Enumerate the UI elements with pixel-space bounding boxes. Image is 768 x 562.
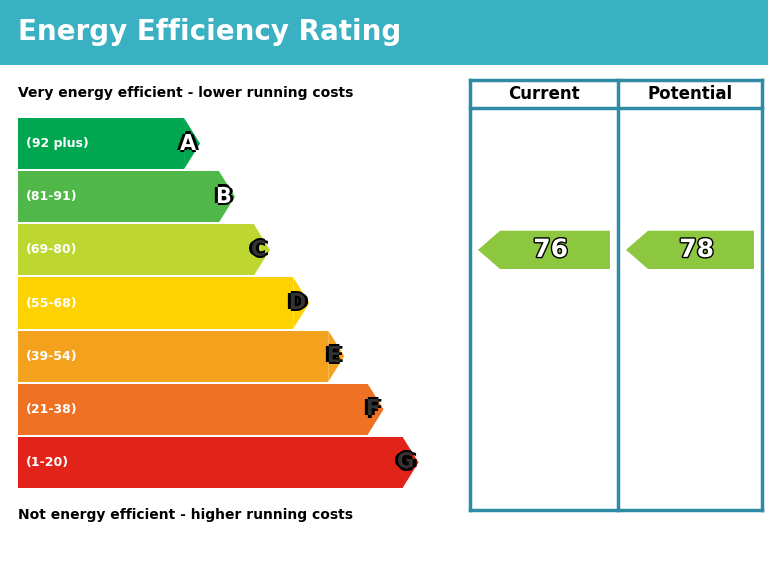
Bar [18, 224, 254, 275]
Text: B: B [215, 187, 231, 207]
Polygon shape [184, 118, 200, 169]
Polygon shape [254, 224, 270, 275]
Text: A: A [180, 132, 196, 151]
Text: F: F [362, 399, 376, 419]
Text: 78: 78 [679, 238, 714, 262]
Text: B: B [215, 184, 231, 205]
Text: (21-38): (21-38) [26, 403, 78, 416]
Text: Not energy efficient - higher running costs: Not energy efficient - higher running co… [18, 508, 353, 522]
Text: E: E [323, 346, 337, 366]
Text: C: C [253, 240, 269, 260]
Bar [18, 118, 184, 169]
Text: B: B [212, 187, 228, 207]
Text: (81-91): (81-91) [26, 190, 78, 203]
Text: G: G [394, 452, 412, 473]
Bar [18, 437, 402, 488]
Text: Potential: Potential [647, 85, 733, 103]
Text: C: C [250, 242, 266, 262]
Text: E: E [326, 344, 340, 364]
Text: B: B [218, 187, 234, 207]
Polygon shape [402, 437, 419, 488]
Text: E: E [329, 346, 343, 366]
Text: E: E [326, 346, 340, 366]
Polygon shape [368, 384, 383, 435]
Text: C: C [250, 240, 266, 260]
Polygon shape [478, 231, 610, 269]
Text: D: D [291, 293, 309, 313]
Text: F: F [366, 401, 379, 422]
Polygon shape [293, 278, 310, 329]
Text: C: C [247, 240, 263, 260]
Text: C: C [250, 238, 266, 257]
Text: G: G [397, 455, 415, 475]
Text: A: A [180, 136, 196, 156]
Text: Very energy efficient - lower running costs: Very energy efficient - lower running co… [18, 86, 353, 100]
Text: Energy Efficiency Rating: Energy Efficiency Rating [18, 19, 401, 47]
Text: (69-80): (69-80) [26, 243, 78, 256]
Text: Current: Current [508, 85, 580, 103]
Bar [18, 278, 293, 329]
Text: F: F [366, 397, 379, 417]
Polygon shape [328, 330, 344, 382]
Text: G: G [397, 450, 415, 470]
Text: (39-54): (39-54) [26, 350, 78, 362]
Text: D: D [288, 295, 306, 315]
Text: 76: 76 [533, 238, 568, 262]
Text: D: D [288, 293, 306, 313]
Text: F: F [366, 399, 379, 419]
Text: (55-68): (55-68) [26, 297, 78, 310]
Text: A: A [177, 134, 193, 153]
Text: D: D [288, 291, 306, 311]
Bar [18, 171, 219, 223]
Text: A: A [183, 134, 199, 153]
Text: (92 plus): (92 plus) [26, 137, 89, 150]
Polygon shape [626, 231, 754, 269]
Polygon shape [219, 171, 235, 223]
Text: G: G [397, 452, 415, 473]
Text: (1-20): (1-20) [26, 456, 69, 469]
Text: G: G [400, 452, 418, 473]
Text: E: E [326, 348, 340, 368]
Bar [18, 384, 368, 435]
Text: F: F [369, 399, 382, 419]
Text: D: D [285, 293, 303, 313]
Text: B: B [215, 189, 231, 209]
Text: A: A [180, 134, 196, 153]
Bar [0, 0, 768, 65]
Bar [18, 330, 328, 382]
